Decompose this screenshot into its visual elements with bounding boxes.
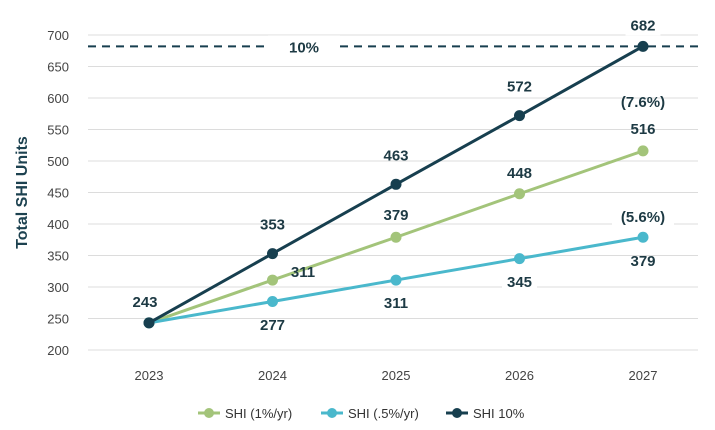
data-label: 379	[383, 207, 408, 224]
y-tick-label: 550	[47, 123, 69, 138]
legend-swatch-marker	[204, 408, 214, 418]
y-tick-label: 250	[47, 312, 69, 327]
data-label: 345	[507, 274, 532, 291]
annotation-label: (7.6%)	[621, 94, 665, 111]
data-labels: 353 463 572 682 243 311 379 448 516 277 311 345 379 (…	[132, 15, 674, 334]
data-label: 353	[260, 217, 285, 234]
legend-label: SHI 10%	[473, 406, 525, 421]
reference-label-background	[268, 35, 340, 58]
data-label: 682	[630, 17, 655, 34]
data-label: 311	[291, 264, 315, 281]
x-tick-label: 2027	[629, 368, 658, 383]
data-point	[267, 274, 278, 286]
y-tick-label: 300	[47, 280, 69, 295]
y-tick-label: 700	[47, 28, 69, 43]
y-tick-label: 600	[47, 91, 69, 106]
y-axis-label: Total SHI Units	[14, 136, 31, 249]
legend: SHI (1%/yr) SHI (.5%/yr) SHI 10%	[198, 406, 525, 421]
y-tick-label: 400	[47, 217, 69, 232]
data-label: 448	[507, 165, 532, 182]
y-tick-label: 350	[47, 249, 69, 264]
y-tick-label: 200	[47, 343, 69, 358]
data-point	[514, 110, 525, 122]
data-point	[637, 40, 649, 52]
data-point	[267, 248, 278, 260]
x-tick-label: 2026	[505, 368, 534, 383]
data-point	[143, 317, 155, 329]
reference-line: 10%	[88, 35, 698, 58]
legend-label: SHI (1%/yr)	[225, 406, 292, 421]
data-label-background	[502, 272, 537, 292]
y-tick-label: 500	[47, 154, 69, 169]
grid-lines	[88, 34, 698, 351]
legend-swatch-marker	[327, 408, 337, 418]
data-label: 572	[507, 79, 532, 96]
data-point	[637, 231, 649, 243]
data-label-background	[625, 15, 661, 36]
y-tick-label: 450	[47, 186, 69, 201]
x-tick-label: 2025	[382, 368, 411, 383]
data-label: 463	[383, 147, 408, 164]
data-label: 243	[132, 294, 157, 311]
data-point	[514, 253, 525, 265]
x-axis: 2023 2024 2025 2026 2027	[135, 368, 658, 383]
series-lines	[143, 40, 649, 329]
data-point	[390, 231, 402, 243]
data-label-background	[612, 207, 674, 227]
x-tick-label: 2023	[135, 368, 164, 383]
reference-line-label: 10%	[289, 39, 319, 56]
data-point	[514, 188, 525, 200]
data-point	[637, 145, 649, 157]
data-point	[390, 274, 402, 286]
data-label: 277	[260, 317, 285, 334]
annotation-label: (5.6%)	[621, 209, 665, 226]
data-label: 516	[630, 121, 655, 138]
y-axis: 200 250 300 350 400 450 500 550 600 650 700	[47, 28, 69, 358]
data-label: 311	[384, 295, 408, 312]
x-tick-label: 2024	[258, 368, 287, 383]
legend-swatch-marker	[452, 408, 462, 418]
legend-label: SHI (.5%/yr)	[348, 406, 419, 421]
data-label: 379	[630, 253, 655, 270]
data-point	[267, 295, 278, 307]
y-tick-label: 650	[47, 60, 69, 75]
data-point	[390, 178, 402, 190]
